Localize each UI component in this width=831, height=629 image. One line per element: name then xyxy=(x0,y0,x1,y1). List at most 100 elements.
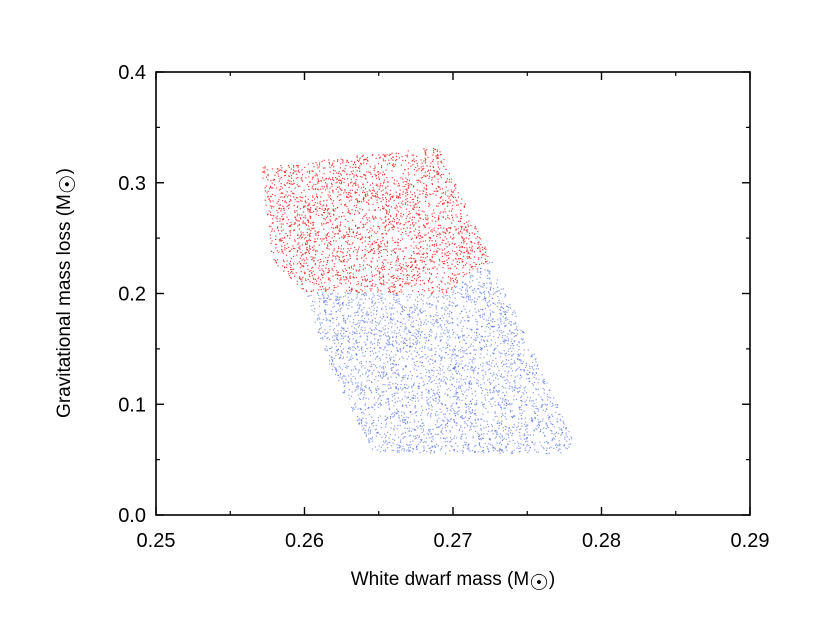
data-point xyxy=(463,339,465,341)
data-point xyxy=(478,296,480,298)
data-point xyxy=(324,347,326,350)
data-point xyxy=(424,290,426,292)
data-point xyxy=(462,334,464,337)
data-point xyxy=(286,191,288,193)
data-point xyxy=(288,250,290,253)
data-point xyxy=(494,401,496,403)
data-point xyxy=(380,245,382,248)
data-point xyxy=(346,242,348,244)
data-point xyxy=(331,164,334,166)
data-point xyxy=(403,375,405,377)
data-point xyxy=(385,204,388,207)
data-point xyxy=(371,275,373,278)
data-point xyxy=(300,251,302,253)
data-point xyxy=(383,449,385,452)
data-point xyxy=(350,359,352,361)
data-point xyxy=(389,357,391,359)
data-point xyxy=(388,338,390,340)
data-point xyxy=(421,312,423,314)
data-point xyxy=(353,327,355,329)
data-point xyxy=(458,232,460,235)
data-point xyxy=(487,447,489,449)
data-point xyxy=(292,183,294,185)
data-point xyxy=(336,227,339,229)
data-point xyxy=(300,237,303,239)
data-point xyxy=(339,282,341,284)
data-point xyxy=(487,335,489,337)
data-point xyxy=(337,246,340,248)
data-point xyxy=(321,240,323,242)
data-point xyxy=(377,185,379,187)
data-point xyxy=(419,190,421,192)
data-point xyxy=(404,203,407,205)
data-point xyxy=(309,280,311,283)
data-point xyxy=(476,323,478,326)
data-point xyxy=(415,437,417,439)
data-point xyxy=(412,342,414,344)
data-point xyxy=(454,366,456,368)
data-point xyxy=(271,222,273,224)
data-point xyxy=(335,258,337,260)
data-point xyxy=(305,289,307,291)
data-point xyxy=(462,260,464,263)
data-point xyxy=(526,437,529,439)
data-point xyxy=(460,226,463,228)
data-point xyxy=(395,204,397,206)
data-point xyxy=(503,322,505,324)
data-point xyxy=(276,202,278,204)
data-point xyxy=(436,171,438,173)
data-point xyxy=(339,228,341,230)
data-point xyxy=(329,171,331,173)
data-point xyxy=(280,210,282,212)
data-point xyxy=(532,372,534,374)
data-point xyxy=(447,216,449,219)
data-point xyxy=(343,315,345,317)
data-point xyxy=(518,349,520,351)
data-point xyxy=(384,347,386,349)
data-point xyxy=(328,269,330,271)
data-point xyxy=(471,393,473,395)
data-point xyxy=(349,277,351,280)
data-point xyxy=(428,288,430,290)
data-point xyxy=(442,277,444,279)
data-point xyxy=(423,175,425,177)
data-point xyxy=(409,421,411,423)
data-point xyxy=(414,203,417,205)
data-point xyxy=(435,297,438,299)
data-point xyxy=(393,284,395,286)
data-point xyxy=(484,258,487,260)
data-point xyxy=(319,170,321,172)
data-point xyxy=(518,418,520,420)
data-point xyxy=(371,382,373,384)
data-point xyxy=(445,310,447,312)
data-point xyxy=(314,240,316,243)
data-point xyxy=(308,228,310,230)
data-point xyxy=(420,312,422,314)
data-point xyxy=(386,343,388,345)
data-point xyxy=(331,185,333,187)
data-point xyxy=(294,275,296,277)
data-point xyxy=(395,376,397,379)
data-point xyxy=(451,263,453,265)
data-point xyxy=(319,333,322,335)
data-point xyxy=(368,313,370,315)
data-point xyxy=(510,307,512,309)
data-point xyxy=(338,302,340,304)
data-point xyxy=(356,284,358,286)
data-point xyxy=(319,312,321,315)
data-point xyxy=(314,175,316,177)
data-point xyxy=(450,227,452,229)
data-point xyxy=(429,431,431,433)
data-point xyxy=(306,171,308,173)
data-point xyxy=(506,363,508,365)
data-point xyxy=(323,173,325,175)
data-point xyxy=(340,248,342,250)
data-point xyxy=(464,320,466,322)
data-point xyxy=(420,217,422,220)
data-point xyxy=(441,358,443,360)
data-point xyxy=(432,392,435,394)
data-point xyxy=(319,203,322,206)
data-point xyxy=(400,266,402,268)
data-point xyxy=(375,268,377,270)
data-point xyxy=(393,394,396,397)
